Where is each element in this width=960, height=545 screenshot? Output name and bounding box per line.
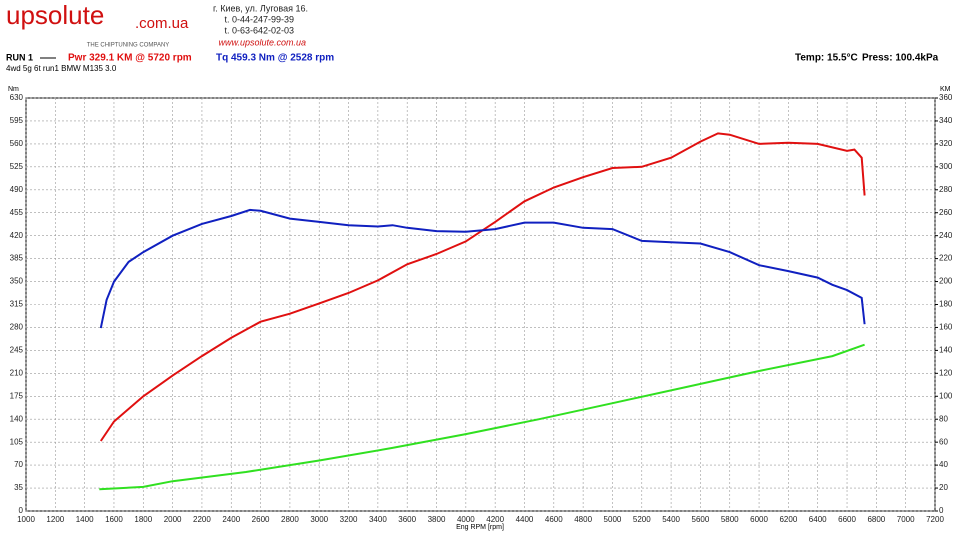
x-axis-label: Eng RPM [rpm] (456, 524, 504, 531)
x-tick-label: 5400 (662, 515, 680, 524)
x-tick-label: 1600 (105, 515, 123, 524)
x-tick-label: 4200 (486, 515, 504, 524)
x-tick-label: 2600 (252, 515, 270, 524)
legend-entry: Pwr 329.1 KM @ 5720 rpm (68, 53, 192, 64)
x-tick-label: 3800 (428, 515, 446, 524)
y-tick-label: 455 (10, 208, 24, 217)
legend-entry: Tq 459.3 Nm @ 2528 rpm (216, 53, 334, 64)
phone: t. 0-63-642-02-03 (224, 25, 294, 35)
x-tick-label: 2000 (164, 515, 182, 524)
subtitle: 4wd 5g 6t run1 BMW M135 3.0 (6, 64, 117, 73)
annotation: Temp: 15.5°C (795, 53, 858, 64)
y2-tick-label: 160 (939, 323, 953, 332)
x-tick-label: 3200 (340, 515, 358, 524)
x-tick-label: 2200 (193, 515, 211, 524)
y-tick-label: 350 (10, 277, 24, 286)
y2-tick-label: 260 (939, 208, 953, 217)
x-tick-label: 5600 (692, 515, 710, 524)
y2-tick-label: 240 (939, 231, 953, 240)
y-tick-label: 175 (10, 391, 24, 400)
x-tick-label: 3400 (369, 515, 387, 524)
address: г. Киев, ул. Луговая 16. (213, 3, 308, 13)
series-line (99, 343, 865, 491)
logo-domain: .com.ua (135, 15, 189, 32)
y-tick-label: 245 (10, 345, 24, 354)
x-tick-label: 2400 (222, 515, 240, 524)
y-tick-label: 420 (10, 231, 24, 240)
x-tick-label: 6800 (867, 515, 885, 524)
website: www.upsolute.com.ua (218, 37, 306, 47)
phone: t. 0-44-247-99-39 (224, 14, 294, 24)
annotation: Press: 100.4kPa (862, 53, 939, 64)
x-tick-label: 3600 (398, 515, 416, 524)
x-tick-label: 4800 (574, 515, 592, 524)
x-tick-label: 6400 (809, 515, 827, 524)
x-tick-label: 3000 (310, 515, 328, 524)
x-tick-label: 1000 (17, 515, 35, 524)
y2-tick-label: 100 (939, 391, 953, 400)
x-tick-label: 1400 (76, 515, 94, 524)
y2-axis-label: KM (940, 86, 951, 93)
series-line (99, 208, 866, 329)
y-tick-label: 0 (19, 506, 24, 515)
y-tick-label: 280 (10, 323, 24, 332)
y2-tick-label: 340 (939, 116, 953, 125)
y-tick-label: 630 (10, 93, 24, 102)
y-tick-label: 35 (14, 483, 23, 492)
x-tick-label: 4000 (457, 515, 475, 524)
tagline: THE CHIPTUNING COMPANY (87, 43, 170, 49)
x-tick-label: 1200 (46, 515, 64, 524)
y-tick-label: 140 (10, 414, 24, 423)
y-tick-label: 105 (10, 437, 24, 446)
y2-tick-label: 0 (939, 506, 944, 515)
y2-tick-label: 140 (939, 345, 953, 354)
y2-tick-label: 80 (939, 414, 948, 423)
y2-tick-label: 20 (939, 483, 948, 492)
y-tick-label: 560 (10, 139, 24, 148)
y2-tick-label: 120 (939, 368, 953, 377)
logo: upsolute (6, 0, 104, 30)
y-tick-label: 210 (10, 368, 24, 377)
y2-tick-label: 360 (939, 93, 953, 102)
y-tick-label: 525 (10, 162, 24, 171)
y2-tick-label: 180 (939, 300, 953, 309)
x-tick-label: 2800 (281, 515, 299, 524)
x-tick-label: 4400 (516, 515, 534, 524)
y-tick-label: 595 (10, 116, 24, 125)
y-tick-label: 70 (14, 460, 23, 469)
x-tick-label: 1800 (134, 515, 152, 524)
x-tick-label: 4600 (545, 515, 563, 524)
y2-tick-label: 60 (939, 437, 948, 446)
x-tick-label: 6600 (838, 515, 856, 524)
y2-tick-label: 300 (939, 162, 953, 171)
series-line (99, 132, 866, 442)
x-tick-label: 5800 (721, 515, 739, 524)
y2-tick-label: 40 (939, 460, 948, 469)
x-tick-label: 6000 (750, 515, 768, 524)
y2-tick-label: 280 (939, 185, 953, 194)
y-tick-label: 315 (10, 300, 24, 309)
y2-tick-label: 320 (939, 139, 953, 148)
x-tick-label: 6200 (779, 515, 797, 524)
y2-tick-label: 220 (939, 254, 953, 263)
y-axis-label: Nm (8, 86, 19, 93)
run-title: RUN 1 (6, 52, 33, 62)
x-tick-label: 7000 (897, 515, 915, 524)
x-tick-label: 7200 (926, 515, 944, 524)
y2-tick-label: 200 (939, 277, 953, 286)
y-tick-label: 385 (10, 254, 24, 263)
x-tick-label: 5200 (633, 515, 651, 524)
x-tick-label: 5000 (604, 515, 622, 524)
y-tick-label: 490 (10, 185, 24, 194)
